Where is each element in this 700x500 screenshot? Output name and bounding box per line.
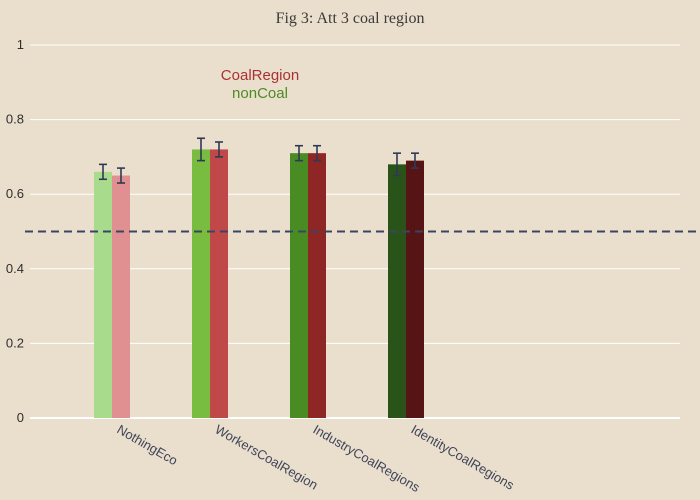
error-bars [99,137,419,184]
annotation-noncoal: nonCoal [232,85,288,102]
x-tick-label: NothingEco [115,422,181,469]
chart-title: Fig 3: Att 3 coal region [276,10,425,27]
x-tick-label: IndustryCoalRegions [311,422,423,496]
bar [308,153,326,419]
y-tick-label: 0.6 [6,186,24,201]
bar [112,175,130,418]
x-axis-labels: NothingEco WorkersCoalRegionIndustryCoalR… [115,422,518,496]
bar [192,149,210,418]
bar [290,153,308,419]
y-tick-label: 0 [17,410,24,425]
bars [94,149,424,419]
y-axis-ticks: 0 0.2 0.4 0.6 0.8 1 [6,37,24,425]
bar [210,149,228,418]
x-tick-label: WorkersCoalRegion [213,422,321,493]
y-tick-label: 0.8 [6,112,24,127]
x-tick-label: IdentityCoalRegions [409,422,518,493]
bar [388,164,406,418]
y-tick-label: 1 [17,37,24,52]
bar [406,160,424,418]
annotation-coalregion: CoalRegion [221,67,299,84]
bar [94,171,112,418]
gridlines [30,44,680,419]
y-tick-label: 0.2 [6,335,24,350]
y-tick-label: 0.4 [6,261,24,276]
